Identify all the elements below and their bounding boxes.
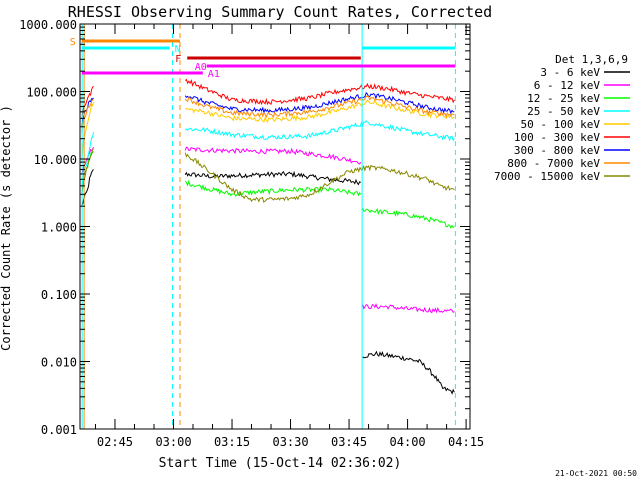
- series-line-2-segment-2: [362, 207, 455, 229]
- timestamp: 21-Oct-2021 00:50: [555, 469, 637, 478]
- y-tick-label-1: 0.010: [41, 356, 77, 370]
- x-tick-label-2: 03:15: [214, 435, 250, 449]
- legend-label-1: 6 - 12 keV: [534, 79, 601, 92]
- legend-label-7: 800 - 7000 keV: [507, 157, 600, 170]
- legend-label-5: 100 - 300 keV: [514, 131, 600, 144]
- y-tick-label-2: 0.100: [41, 288, 77, 302]
- flag-label-1: N: [175, 44, 181, 55]
- series-line-6-segment-1: [184, 92, 455, 115]
- legend-label-0: 3 - 6 keV: [540, 66, 600, 79]
- legend-label-4: 50 - 100 keV: [521, 118, 601, 131]
- x-tick-label-6: 04:15: [448, 435, 484, 449]
- x-tick-label-4: 03:45: [331, 435, 367, 449]
- y-tick-label-0: 0.001: [41, 423, 77, 437]
- x-tick-label-1: 03:00: [155, 435, 191, 449]
- flag-label-3: F: [175, 54, 181, 65]
- legend-label-6: 300 - 800 keV: [514, 144, 600, 157]
- chart-title: RHESSI Observing Summary Count Rates, Co…: [68, 3, 492, 21]
- axes-layer: 0.001 0.010 0.100 1.000 10.000 100.000 1000.00…: [19, 18, 484, 449]
- flag-label-4: A0: [195, 62, 207, 73]
- legend-label-2: 12 - 25 keV: [527, 92, 600, 105]
- legend-label-3: 25 - 50 keV: [527, 105, 600, 118]
- series-line-4-segment-1: [184, 99, 455, 124]
- legend-title: Det 1,3,6,9: [555, 53, 628, 66]
- x-tick-label-0: 02:45: [97, 435, 133, 449]
- y-axis-label: Corrected Count Rate (s detector ): [0, 105, 13, 351]
- series-line-5-segment-1: [184, 78, 455, 106]
- series-line-3-segment-1: [184, 120, 455, 142]
- y-tick-label-4: 10.000: [34, 153, 77, 167]
- series-line-1-segment-1: [184, 146, 362, 165]
- x-tick-label-3: 03:30: [272, 435, 308, 449]
- series-line-2-segment-1: [184, 179, 362, 198]
- series-line-1-segment-2: [362, 303, 455, 314]
- series-layer: [81, 78, 455, 395]
- legend-label-8: 7000 - 15000 keV: [494, 170, 600, 183]
- flag-label-0: S: [70, 37, 76, 48]
- x-axis-label: Start Time (15-Oct-14 02:36:02): [159, 456, 402, 471]
- x-tick-label-5: 04:00: [390, 435, 426, 449]
- y-tick-label-6: 1000.000: [19, 18, 77, 32]
- flag-label-5: A1: [208, 69, 220, 80]
- y-tick-label-3: 1.000: [41, 221, 77, 235]
- series-line-0-segment-2: [362, 350, 455, 395]
- series-line-8-segment-1: [184, 152, 455, 203]
- series-line-7-segment-1: [184, 95, 455, 119]
- y-tick-label-5: 100.000: [26, 86, 77, 100]
